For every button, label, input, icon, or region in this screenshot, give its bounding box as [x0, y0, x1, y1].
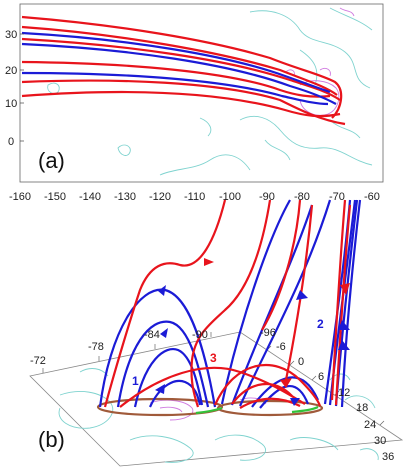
- panel-a-label: (a): [38, 148, 65, 173]
- panel-a-x-tick: -80: [294, 191, 310, 203]
- panel-a-y-tick: 0: [8, 136, 14, 148]
- panel-a-cyan-contours: [47, 7, 373, 176]
- panel-a-y-tick: 20: [5, 65, 17, 77]
- panel-a-x-tick: -150: [44, 191, 66, 203]
- panel-b-arrowheads: [155, 258, 350, 406]
- panel-b-y-tick: 6: [318, 371, 324, 383]
- panel-a: 30 20 10 0 -160 -150 -140 -130 -120 -110…: [5, 3, 384, 203]
- panel-a-x-tick: -70: [329, 191, 345, 203]
- panel-b-x-tick: -72: [30, 355, 46, 367]
- panel-b-base-plane: [29, 331, 404, 467]
- panel-b: 1 2 3 -72 -78 -84 -90 -96 -6 0 6 12 18 2…: [29, 199, 404, 467]
- panel-b-y-ticks: -6 0 6 12 18 24 30 36: [276, 341, 394, 463]
- panel-b-x-tick: -84: [144, 329, 160, 341]
- panel-b-y-tick: -6: [276, 341, 286, 353]
- panel-a-y-tick: 30: [5, 29, 17, 41]
- loop-label-3: 3: [210, 351, 217, 365]
- panel-a-red-field-lines: [21, 15, 346, 126]
- panel-a-x-tick: -60: [364, 191, 380, 203]
- panel-a-y-tick: 10: [5, 98, 17, 110]
- panel-b-y-tick: 18: [356, 402, 368, 414]
- panel-a-x-ticks: -160 -150 -140 -130 -120 -110 -100 -90 -…: [9, 191, 380, 203]
- panel-a-x-tick: -110: [184, 191, 205, 203]
- panel-a-x-tick: -90: [259, 191, 275, 203]
- panel-b-y-tick: 12: [338, 387, 350, 399]
- panel-b-y-tick: 36: [382, 451, 394, 463]
- panel-b-x-tick: -90: [192, 329, 208, 341]
- panel-b-x-ticks: -72 -78 -84 -90 -96: [30, 327, 276, 367]
- panel-b-footpoint-regions: [96, 397, 324, 417]
- panel-a-x-tick: -160: [9, 191, 31, 203]
- panel-b-cyan-contours: [58, 368, 379, 463]
- panel-a-x-tick: -120: [149, 191, 171, 203]
- panel-b-label: (b): [38, 427, 65, 452]
- panel-a-frame: [19, 3, 384, 183]
- loop-label-2: 2: [317, 317, 324, 331]
- loop-label-1: 1: [132, 374, 139, 388]
- panel-a-x-tick: -130: [114, 191, 136, 203]
- panel-a-blue-field-lines: [21, 31, 337, 106]
- panel-b-x-tick: -96: [260, 327, 276, 339]
- panel-a-y-ticks: 30 20 10 0: [5, 29, 24, 148]
- panel-b-x-tick: -78: [88, 341, 104, 353]
- panel-b-y-tick: 0: [298, 356, 304, 368]
- panel-a-x-tick: -100: [219, 191, 241, 203]
- panel-b-y-tick: 30: [374, 435, 386, 447]
- panel-b-green-footpoints: [195, 405, 319, 415]
- panel-b-y-tick: 24: [364, 419, 376, 431]
- panel-a-x-tick: -140: [79, 191, 101, 203]
